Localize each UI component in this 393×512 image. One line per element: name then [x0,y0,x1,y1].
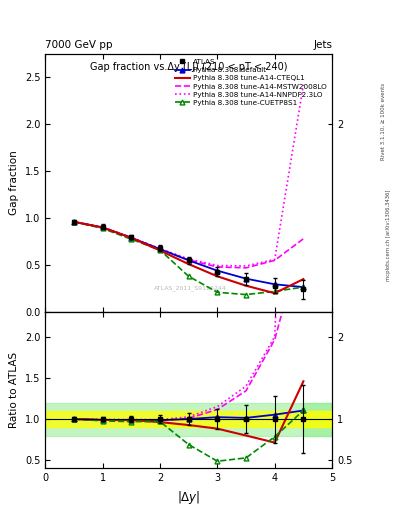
Text: ATLAS_2011_S9126244: ATLAS_2011_S9126244 [154,286,227,291]
Pythia 8.308 tune-A14-NNPDF2.3LO [301,82,306,88]
Pythia 8.308 default [158,246,162,252]
Pythia 8.308 tune-A14-MSTW2008LO [215,264,220,270]
Pythia 8.308 tune-A14-NNPDF2.3LO [244,263,248,269]
Pythia 8.308 tune-CUETP8S1 [272,288,277,294]
Line: Pythia 8.308 tune-A14-NNPDF2.3LO: Pythia 8.308 tune-A14-NNPDF2.3LO [74,85,303,266]
Pythia 8.308 tune-CUETP8S1 [129,236,134,242]
Y-axis label: Ratio to ATLAS: Ratio to ATLAS [9,352,19,429]
Text: 7000 GeV pp: 7000 GeV pp [45,39,113,50]
Pythia 8.308 tune-CUETP8S1 [301,284,306,290]
Pythia 8.308 default [129,234,134,241]
Line: Pythia 8.308 tune-A14-MSTW2008LO: Pythia 8.308 tune-A14-MSTW2008LO [74,222,303,268]
Bar [303,402,332,436]
Line: Pythia 8.308 default: Pythia 8.308 default [72,220,306,289]
Pythia 8.308 tune-A14-MSTW2008LO [158,246,162,252]
Legend: ATLAS, Pythia 8.308 default, Pythia 8.308 tune-A14-CTEQL1, Pythia 8.308 tune-A14: ATLAS, Pythia 8.308 default, Pythia 8.30… [173,57,329,108]
Pythia 8.308 default [186,257,191,263]
Text: Jets: Jets [313,39,332,50]
X-axis label: $|\Delta y|$: $|\Delta y|$ [177,489,200,506]
Pythia 8.308 tune-A14-CTEQL1 [272,290,277,296]
Pythia 8.308 tune-A14-MSTW2008LO [186,257,191,263]
Pythia 8.308 tune-A14-NNPDF2.3LO [215,263,220,269]
Pythia 8.308 tune-CUETP8S1 [186,273,191,280]
Pythia 8.308 tune-A14-CTEQL1 [100,224,105,230]
Pythia 8.308 default [72,219,76,225]
Line: Pythia 8.308 tune-A14-CTEQL1: Pythia 8.308 tune-A14-CTEQL1 [74,222,303,293]
Pythia 8.308 default [215,268,220,274]
Pythia 8.308 tune-A14-NNPDF2.3LO [158,246,162,252]
Pythia 8.308 tune-A14-CTEQL1 [301,276,306,282]
Text: Gap fraction vs.Δy (LJ) (210 < pT < 240): Gap fraction vs.Δy (LJ) (210 < pT < 240) [90,61,287,72]
Pythia 8.308 tune-A14-NNPDF2.3LO [129,234,134,241]
Pythia 8.308 tune-A14-CTEQL1 [244,283,248,289]
Pythia 8.308 tune-A14-NNPDF2.3LO [186,256,191,262]
Pythia 8.308 tune-A14-NNPDF2.3LO [72,219,76,225]
Pythia 8.308 tune-A14-CTEQL1 [186,261,191,267]
Bar [45,411,332,428]
Bar [303,411,332,428]
Y-axis label: Gap fraction: Gap fraction [9,151,19,215]
Pythia 8.308 tune-A14-CTEQL1 [215,273,220,280]
Pythia 8.308 default [272,281,277,287]
Pythia 8.308 tune-A14-MSTW2008LO [272,257,277,263]
Bar [45,402,332,436]
Pythia 8.308 tune-A14-CTEQL1 [158,247,162,253]
Text: Rivet 3.1.10, ≥ 100k events: Rivet 3.1.10, ≥ 100k events [381,83,386,160]
Pythia 8.308 tune-CUETP8S1 [244,291,248,297]
Pythia 8.308 tune-A14-MSTW2008LO [301,236,306,242]
Pythia 8.308 tune-A14-CTEQL1 [129,234,134,241]
Pythia 8.308 tune-CUETP8S1 [72,219,76,225]
Pythia 8.308 tune-A14-MSTW2008LO [244,265,248,271]
Pythia 8.308 tune-A14-NNPDF2.3LO [100,224,105,230]
Pythia 8.308 default [100,224,105,230]
Pythia 8.308 default [301,284,306,290]
Pythia 8.308 tune-CUETP8S1 [158,247,162,253]
Pythia 8.308 tune-A14-MSTW2008LO [129,234,134,241]
Pythia 8.308 tune-CUETP8S1 [215,289,220,295]
Pythia 8.308 tune-CUETP8S1 [100,225,105,231]
Pythia 8.308 tune-A14-NNPDF2.3LO [272,257,277,263]
Text: mcplots.cern.ch [arXiv:1306.3436]: mcplots.cern.ch [arXiv:1306.3436] [386,190,391,281]
Line: Pythia 8.308 tune-CUETP8S1: Pythia 8.308 tune-CUETP8S1 [72,220,306,297]
Pythia 8.308 tune-A14-CTEQL1 [72,219,76,225]
Pythia 8.308 tune-A14-MSTW2008LO [72,219,76,225]
Pythia 8.308 default [244,275,248,282]
Pythia 8.308 tune-A14-MSTW2008LO [100,224,105,230]
